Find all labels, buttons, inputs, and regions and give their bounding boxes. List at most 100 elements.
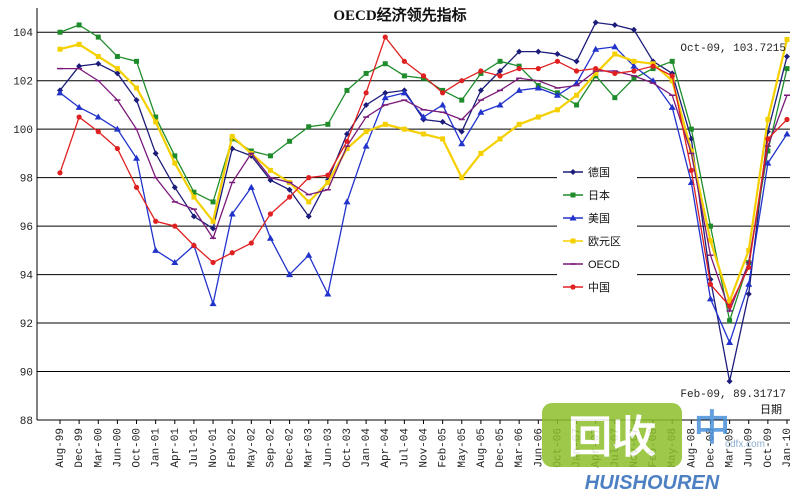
data-point <box>420 113 427 120</box>
data-point <box>631 68 637 74</box>
legend-box <box>557 162 637 302</box>
grid-lines <box>36 8 790 421</box>
watermark-logo: 回收 中 cdfx.com HUISHOUREN <box>542 403 765 494</box>
x-tick-label: Jun-09 <box>744 428 756 468</box>
data-point <box>95 129 101 135</box>
data-point <box>497 68 504 75</box>
data-point <box>611 21 618 28</box>
data-point <box>267 153 273 159</box>
data-point <box>783 130 791 137</box>
data-point <box>592 19 599 26</box>
x-tick-label: Jun-00 <box>112 428 124 468</box>
data-point <box>152 246 160 253</box>
watermark-domain-text: HUISHOUREN <box>585 472 720 494</box>
annotation-trough: Feb-09, 89.31717 <box>680 389 786 401</box>
data-point <box>764 159 772 166</box>
data-point <box>420 73 427 79</box>
x-tick-label: Oct-09 <box>763 428 775 468</box>
data-point <box>56 89 64 96</box>
legend-item: 欧元区 <box>563 235 621 248</box>
x-tick-label: Mar-03 <box>304 428 316 468</box>
data-point <box>459 175 465 181</box>
data-point <box>75 103 83 110</box>
x-tick-label: Apr-04 <box>380 428 392 468</box>
data-point <box>382 61 388 67</box>
data-point <box>172 153 178 159</box>
watermark-site-text: cdfx.com <box>725 439 765 450</box>
data-point <box>95 53 101 59</box>
legend-marker <box>570 238 576 244</box>
x-axis-title: 日期 <box>760 403 782 416</box>
data-point <box>707 281 714 287</box>
data-point <box>745 280 753 287</box>
data-point <box>707 238 713 244</box>
data-point <box>363 70 369 76</box>
data-point <box>669 58 675 64</box>
x-axis-ticks: Aug-99 Dec-99 Mar-00 Jun-00 Oct-00 Jan-01 Apr-… <box>55 420 794 468</box>
data-point <box>133 184 140 190</box>
watermark-sub-text: 中 <box>694 407 730 448</box>
legend-marker <box>570 284 576 290</box>
data-point <box>306 175 312 181</box>
legend-item: 美国 <box>563 212 610 225</box>
data-point <box>381 94 389 101</box>
x-tick-label: Nov-04 <box>419 428 431 468</box>
data-point <box>477 108 485 115</box>
legend-item: 德国 <box>563 165 610 179</box>
data-point <box>458 140 466 147</box>
series-4 <box>57 37 790 305</box>
data-point <box>76 22 82 28</box>
data-point <box>191 242 197 249</box>
x-tick-label: Sep-02 <box>265 428 277 468</box>
data-point <box>191 194 197 200</box>
data-point <box>382 89 389 96</box>
data-point <box>362 142 370 149</box>
data-point <box>650 63 656 69</box>
data-point <box>516 65 522 72</box>
data-point <box>593 70 599 76</box>
data-point <box>382 121 388 127</box>
data-point <box>574 92 580 98</box>
y-tick-label: 88 <box>20 416 33 428</box>
data-point <box>784 53 790 60</box>
data-point <box>668 103 676 110</box>
data-point <box>535 48 542 55</box>
watermark-badge <box>542 403 682 467</box>
data-point <box>439 101 447 108</box>
data-point <box>306 199 312 205</box>
data-point <box>746 247 752 253</box>
legend-item: 日本 <box>563 188 610 202</box>
x-tick-label: Dec-99 <box>74 428 86 468</box>
data-point <box>172 160 178 166</box>
data-point <box>153 218 159 224</box>
data-point <box>171 184 178 191</box>
data-point <box>478 150 484 156</box>
data-point <box>554 58 561 64</box>
data-point <box>172 223 178 229</box>
data-point <box>612 70 618 77</box>
x-tick-label: Mar-06 <box>514 428 526 468</box>
data-point <box>114 53 120 59</box>
data-point <box>477 87 484 94</box>
x-tick-label: Mar-09 <box>725 428 737 468</box>
data-point <box>612 95 618 101</box>
x-tick-label: Jan-01 <box>151 428 163 468</box>
data-point <box>76 114 82 120</box>
data-point <box>688 126 694 132</box>
data-point <box>363 101 370 108</box>
data-point <box>745 290 752 297</box>
x-tick-label: Jul-01 <box>189 428 201 468</box>
data-point <box>210 218 216 224</box>
data-point <box>134 58 140 64</box>
data-point <box>210 259 216 266</box>
data-point <box>57 170 63 176</box>
x-tick-label: Oct-00 <box>132 428 144 468</box>
data-point <box>286 186 293 193</box>
y-tick-label: 100 <box>13 125 33 137</box>
legend-marker <box>570 192 576 198</box>
data-point <box>247 183 255 190</box>
data-point <box>325 172 331 178</box>
data-point <box>153 114 159 120</box>
data-point <box>535 65 541 72</box>
